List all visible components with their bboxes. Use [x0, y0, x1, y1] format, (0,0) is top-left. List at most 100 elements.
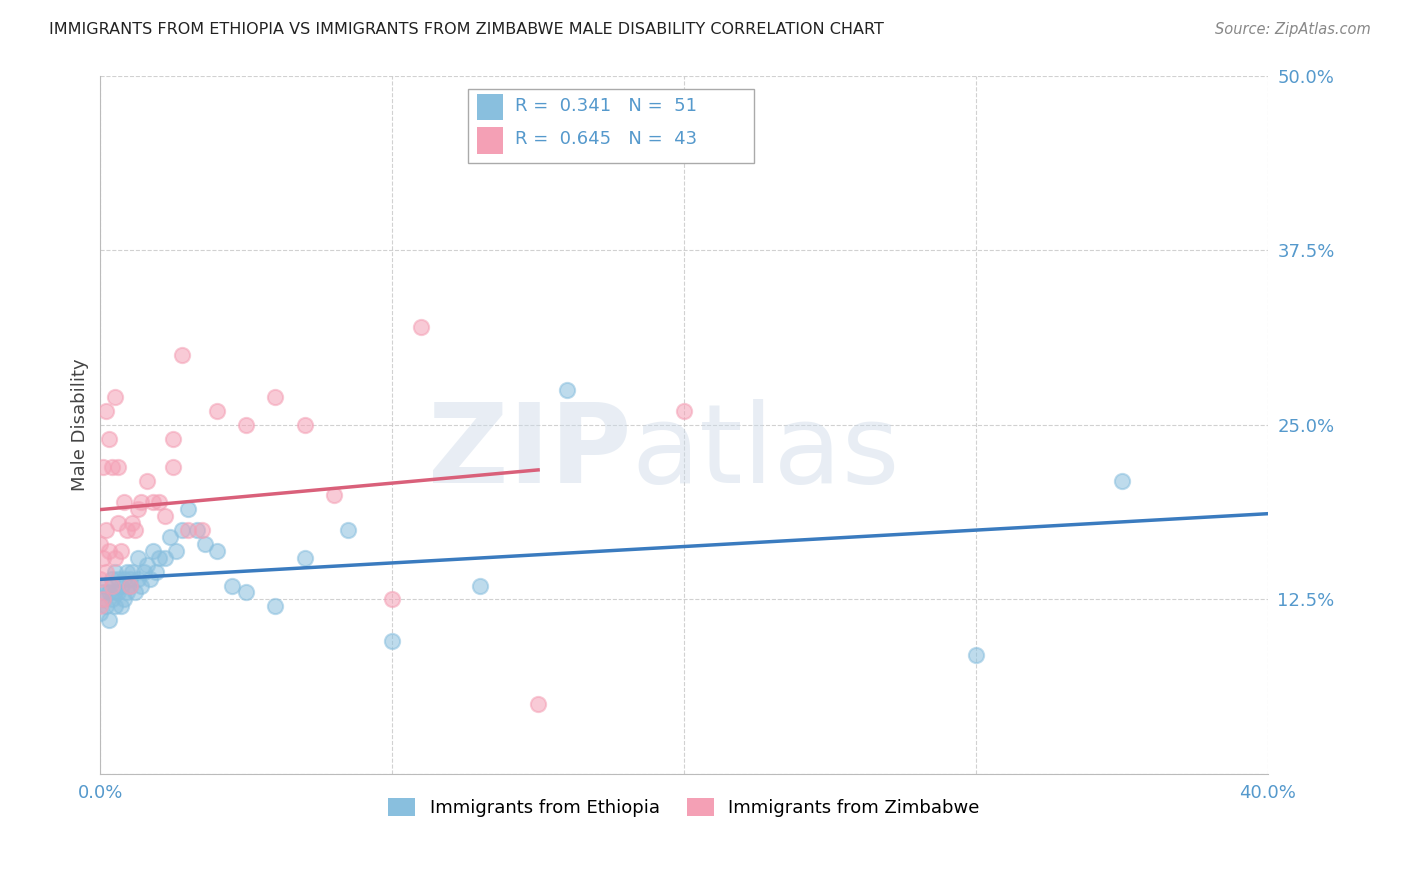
Point — [142, 543, 165, 558]
Point — [294, 550, 316, 565]
Text: R =  0.341   N =  51: R = 0.341 N = 51 — [515, 97, 697, 115]
Point — [186, 523, 208, 537]
Point — [101, 592, 124, 607]
Point — [127, 550, 149, 565]
Point — [191, 523, 214, 537]
Point — [96, 565, 118, 579]
Point — [159, 530, 181, 544]
Point — [672, 404, 695, 418]
Point — [112, 592, 135, 607]
Point — [148, 550, 170, 565]
Point — [153, 550, 176, 565]
Point — [145, 565, 167, 579]
Point — [162, 432, 184, 446]
Point — [107, 459, 129, 474]
Point — [1111, 474, 1133, 488]
Point — [96, 404, 118, 418]
Point — [110, 599, 132, 614]
Point — [235, 417, 257, 432]
Point — [98, 432, 121, 446]
Point — [118, 572, 141, 586]
Y-axis label: Male Disability: Male Disability — [72, 359, 89, 491]
Point — [107, 585, 129, 599]
Point — [381, 592, 404, 607]
Point — [91, 592, 114, 607]
Point — [337, 523, 360, 537]
Point — [235, 585, 257, 599]
Text: IMMIGRANTS FROM ETHIOPIA VS IMMIGRANTS FROM ZIMBABWE MALE DISABILITY CORRELATION: IMMIGRANTS FROM ETHIOPIA VS IMMIGRANTS F… — [49, 22, 884, 37]
Point — [148, 494, 170, 508]
Point — [381, 634, 404, 648]
Text: Source: ZipAtlas.com: Source: ZipAtlas.com — [1215, 22, 1371, 37]
Point — [221, 578, 243, 592]
Point — [98, 543, 121, 558]
FancyBboxPatch shape — [478, 94, 503, 120]
Point — [101, 572, 124, 586]
Point — [127, 572, 149, 586]
Text: R =  0.645   N =  43: R = 0.645 N = 43 — [515, 130, 697, 148]
Point — [98, 585, 121, 599]
Point — [264, 390, 287, 404]
FancyBboxPatch shape — [478, 128, 503, 154]
Point — [205, 404, 228, 418]
Point — [177, 523, 200, 537]
Point — [89, 607, 111, 621]
Point — [96, 599, 118, 614]
Point — [101, 578, 124, 592]
Point — [118, 578, 141, 592]
Point — [112, 494, 135, 508]
Point — [124, 585, 146, 599]
Point — [112, 572, 135, 586]
Point — [134, 565, 156, 579]
Point — [104, 550, 127, 565]
Point — [129, 578, 152, 592]
Point — [91, 550, 114, 565]
Point — [468, 578, 491, 592]
Point — [165, 543, 187, 558]
Point — [411, 320, 433, 334]
Point — [124, 523, 146, 537]
Point — [96, 523, 118, 537]
Point — [322, 488, 344, 502]
Point — [115, 523, 138, 537]
Point — [294, 417, 316, 432]
Point — [107, 516, 129, 530]
Point — [110, 543, 132, 558]
Point — [121, 516, 143, 530]
Point — [101, 459, 124, 474]
Point — [127, 501, 149, 516]
Point — [177, 501, 200, 516]
FancyBboxPatch shape — [468, 89, 754, 163]
Point — [264, 599, 287, 614]
Point — [129, 494, 152, 508]
Point — [104, 599, 127, 614]
Point — [91, 459, 114, 474]
Point — [91, 592, 114, 607]
Point — [89, 599, 111, 614]
Point — [170, 348, 193, 362]
Point — [965, 648, 987, 663]
Point — [110, 578, 132, 592]
Text: atlas: atlas — [631, 400, 900, 507]
Point — [89, 536, 111, 550]
Point — [153, 508, 176, 523]
Point — [107, 572, 129, 586]
Point — [98, 614, 121, 628]
Point — [527, 698, 550, 712]
Legend: Immigrants from Ethiopia, Immigrants from Zimbabwe: Immigrants from Ethiopia, Immigrants fro… — [381, 790, 987, 824]
Point — [170, 523, 193, 537]
Point — [139, 572, 162, 586]
Point — [136, 474, 159, 488]
Point — [89, 572, 111, 586]
Point — [162, 459, 184, 474]
Point — [142, 494, 165, 508]
Point — [115, 565, 138, 579]
Point — [205, 543, 228, 558]
Point — [136, 558, 159, 572]
Text: ZIP: ZIP — [427, 400, 631, 507]
Point — [555, 383, 578, 397]
Point — [104, 565, 127, 579]
Point — [91, 585, 114, 599]
Point — [96, 578, 118, 592]
Point — [194, 536, 217, 550]
